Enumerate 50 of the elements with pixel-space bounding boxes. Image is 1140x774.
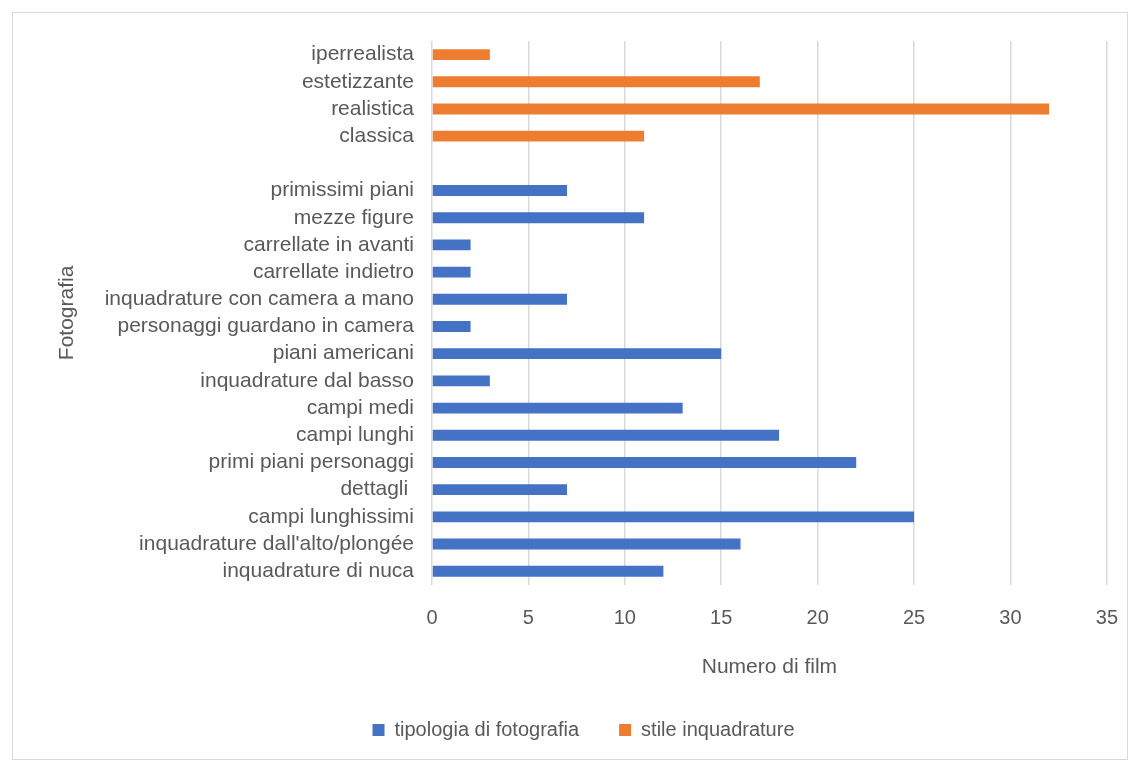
y-tick-label: estetizzante — [301, 68, 414, 92]
y-axis-title: Fotografia — [54, 265, 78, 361]
y-tick-label: inquadrature di nuca — [222, 558, 415, 581]
bar — [432, 321, 471, 332]
y-tick-label: inquadrature con camera a mano — [104, 286, 414, 310]
x-tick-label: 10 — [613, 606, 636, 629]
x-tick-label: 0 — [426, 606, 438, 629]
y-tick-label: carrellate indietro — [252, 258, 414, 282]
y-tick-label: primi piani personaggi — [208, 449, 414, 473]
y-tick-label: mezze figure — [293, 204, 414, 228]
bar — [432, 484, 567, 496]
x-axis-title: Numero di film — [701, 654, 838, 678]
bar — [432, 293, 567, 305]
bar — [432, 239, 471, 251]
y-tick-label: campi medi — [306, 394, 414, 418]
bar — [432, 212, 645, 224]
y-tick-label: iperrealista — [311, 41, 415, 65]
y-tick-label: piani americani — [272, 340, 414, 364]
bar — [432, 457, 857, 468]
y-tick-label: campi lunghissimi — [248, 503, 414, 527]
bar — [432, 76, 760, 88]
x-tick-label: 35 — [1095, 606, 1118, 629]
bar — [432, 565, 664, 577]
legend-label: tipologia di fotografia — [394, 717, 580, 740]
bar — [432, 348, 722, 360]
y-tick-label: inquadrature dall'alto/plongée — [139, 530, 414, 554]
x-tick-label: 25 — [902, 606, 926, 629]
y-tick-label: inquadrature dal basso — [200, 367, 414, 391]
y-tick-label: realistica — [331, 95, 415, 119]
y-tick-label: classica — [339, 122, 415, 146]
legend-label: stile inquadrature — [641, 717, 795, 740]
bar — [432, 538, 741, 550]
bar — [432, 429, 780, 441]
bar — [432, 266, 471, 278]
bar — [432, 49, 490, 61]
y-tick-label: primissimi piani — [270, 177, 414, 201]
bar — [432, 185, 567, 196]
y-tick-label: campi lunghi — [296, 422, 414, 446]
x-tick-label: 5 — [522, 606, 534, 629]
x-tick-label: 20 — [806, 606, 829, 629]
bar — [432, 402, 683, 414]
y-tick-label: personaggi guardano in camera — [117, 313, 415, 337]
y-tick-label: dettagli — [340, 476, 414, 500]
bar — [432, 103, 1050, 115]
bar — [432, 130, 645, 142]
x-tick-label: 15 — [710, 606, 733, 629]
bar — [432, 511, 915, 523]
x-tick-label: 30 — [999, 606, 1022, 629]
bar — [432, 375, 490, 387]
y-tick-label: carrellate in avanti — [243, 231, 414, 255]
